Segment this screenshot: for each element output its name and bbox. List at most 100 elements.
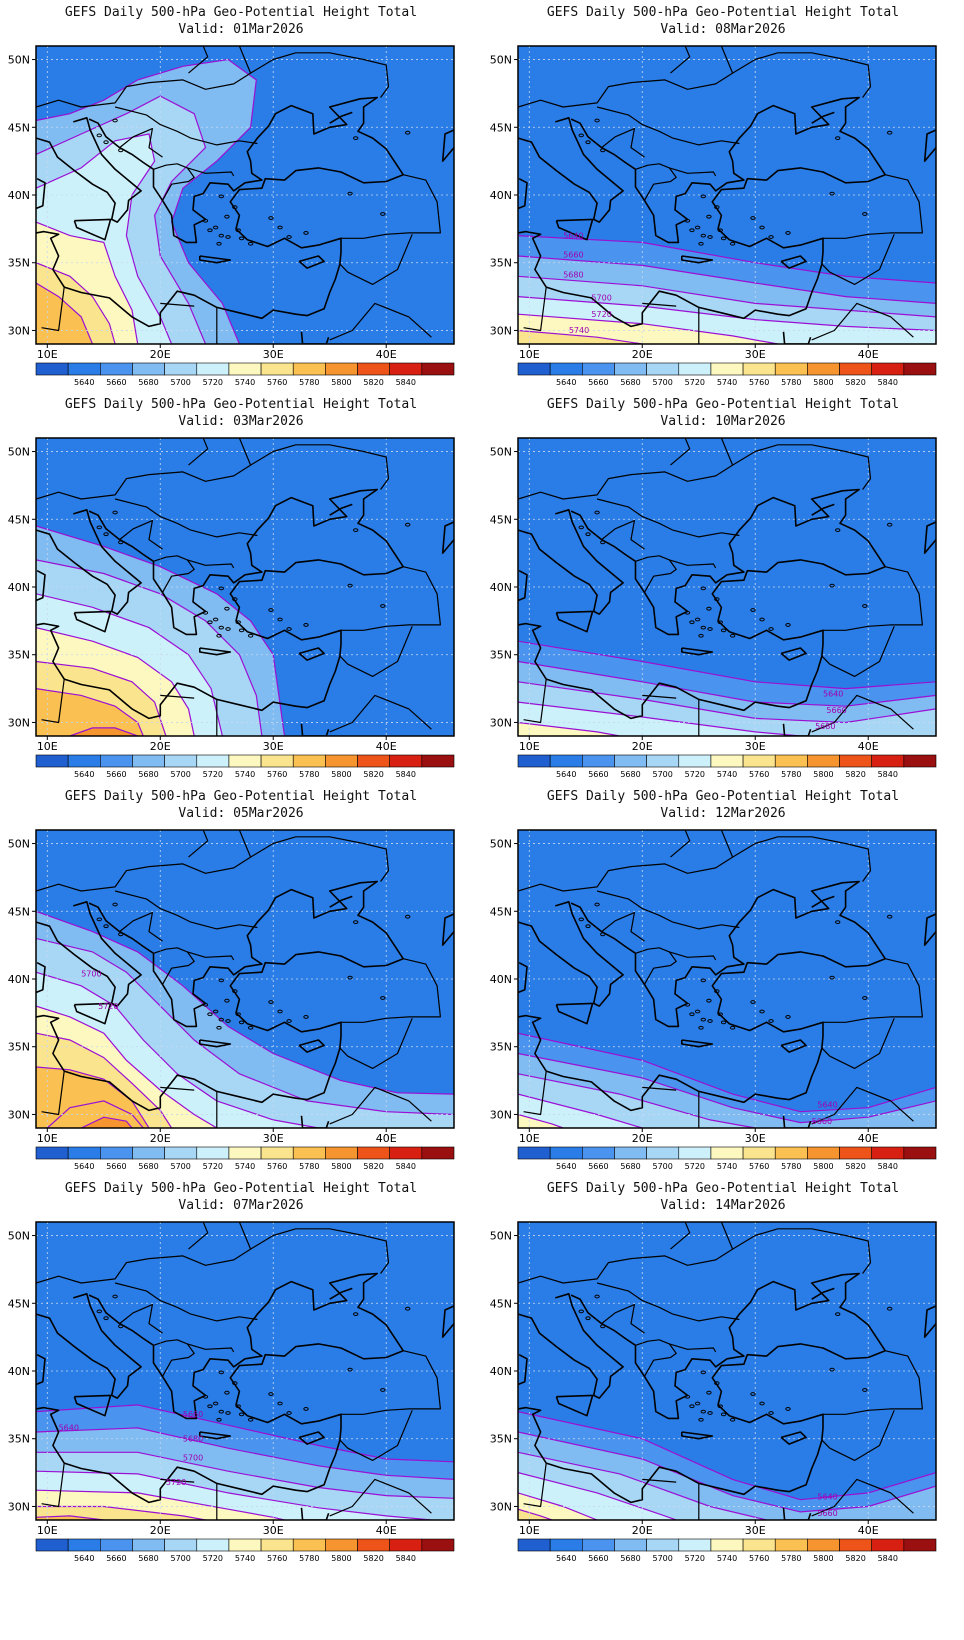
island	[207, 1012, 213, 1017]
contour-line	[36, 627, 195, 736]
lon-tick-label: 20E	[150, 1132, 171, 1145]
island	[698, 241, 704, 246]
island	[96, 133, 102, 138]
island	[118, 1324, 124, 1329]
colorbar-label: 5820	[363, 1554, 383, 1563]
colorbar-swatch	[260, 1146, 294, 1160]
island	[720, 1020, 727, 1025]
contour-line	[518, 1113, 564, 1128]
island	[700, 978, 706, 983]
country-border	[329, 302, 432, 341]
country-border	[518, 1228, 872, 1284]
coastline	[329, 895, 353, 908]
contour-label: 5640	[563, 231, 583, 240]
island	[750, 1392, 756, 1396]
island	[862, 604, 868, 608]
panel-title: GEFS Daily 500-hPa Geo-Potential Height …	[546, 1181, 900, 1196]
country-border	[821, 1018, 895, 1069]
country-border	[329, 694, 432, 733]
colorbar-label: 5820	[363, 378, 383, 387]
colorbar-label: 5740	[717, 1162, 737, 1171]
colorbar-label: 5800	[331, 1162, 351, 1171]
country-border	[188, 830, 209, 858]
colorbar-swatch	[260, 1538, 294, 1552]
colorbar-label: 5820	[363, 770, 383, 779]
contour-label: 5640	[817, 1493, 837, 1502]
island	[700, 194, 706, 199]
colorbar-label: 5780	[299, 1554, 319, 1563]
coastline	[780, 647, 807, 661]
island	[103, 924, 109, 929]
contour-label: 5660	[826, 706, 846, 715]
island	[118, 932, 124, 937]
island	[286, 627, 292, 631]
colorbar-swatch	[903, 1146, 937, 1160]
colorbar-swatch	[196, 1146, 230, 1160]
coastline	[782, 331, 812, 344]
island	[103, 532, 109, 537]
island	[347, 191, 353, 196]
coastline	[329, 1287, 353, 1300]
panel-title: GEFS Daily 500-hPa Geo-Potential Height …	[64, 1181, 418, 1196]
country-border	[153, 1339, 195, 1377]
coastline	[199, 255, 232, 264]
lat-tick-label: 40N	[8, 1365, 30, 1378]
colorbar-label: 5820	[845, 1554, 865, 1563]
colorbar-swatch	[614, 754, 647, 768]
island	[218, 978, 224, 983]
colorbar-swatch	[228, 754, 262, 768]
lat-tick-label: 30N	[8, 1108, 30, 1121]
lat-tick-label: 40N	[490, 1365, 512, 1378]
lat-tick-label: 45N	[490, 905, 512, 918]
colorbar-label: 5720	[203, 1554, 223, 1563]
colorbar-swatch	[903, 754, 937, 768]
colorbar-swatch	[164, 754, 198, 768]
colorbar-swatch	[325, 362, 358, 376]
lat-tick-label: 35N	[490, 649, 512, 662]
country-border	[187, 1343, 235, 1353]
coastline	[298, 255, 325, 269]
island	[886, 1306, 893, 1311]
contour-label: 5660	[812, 1117, 832, 1126]
contour-line	[518, 1508, 553, 1520]
country-border	[635, 947, 677, 985]
country-border	[339, 1018, 413, 1069]
island	[600, 932, 606, 937]
colorbar-swatch	[678, 1538, 712, 1552]
country-border	[601, 128, 645, 158]
country-border	[518, 444, 872, 500]
coastline	[199, 647, 232, 656]
island	[216, 633, 222, 638]
island	[750, 216, 756, 220]
colorbar-swatch	[871, 362, 905, 376]
colorbar-swatch	[132, 362, 165, 376]
colorbar-label: 5780	[299, 378, 319, 387]
lat-tick-label: 50N	[490, 54, 512, 67]
colorbar-swatch	[710, 754, 744, 768]
island	[700, 625, 706, 630]
island	[404, 914, 411, 919]
island	[277, 1009, 283, 1014]
island	[594, 510, 600, 515]
island	[286, 1019, 292, 1023]
country-border	[329, 1478, 432, 1517]
island	[268, 1000, 274, 1004]
country-border	[720, 46, 734, 74]
island	[277, 617, 283, 622]
colorbar-swatch	[742, 1538, 776, 1552]
colorbar-swatch	[260, 754, 294, 768]
coastline	[300, 1115, 330, 1128]
colorbar-label: 5760	[267, 378, 287, 387]
colorbar-label: 5700	[653, 378, 673, 387]
lat-tick-label: 30N	[8, 716, 30, 729]
contour-line	[518, 1451, 767, 1520]
contour-line	[518, 1472, 677, 1520]
coastline	[36, 1272, 404, 1504]
country-border	[36, 836, 390, 892]
colorbar-label: 5680	[620, 1554, 640, 1563]
colorbar-label: 5740	[235, 378, 255, 387]
country-border	[523, 287, 547, 332]
island	[700, 1017, 706, 1022]
contour-label: 5660	[563, 250, 583, 259]
colorbar-swatch	[421, 362, 455, 376]
